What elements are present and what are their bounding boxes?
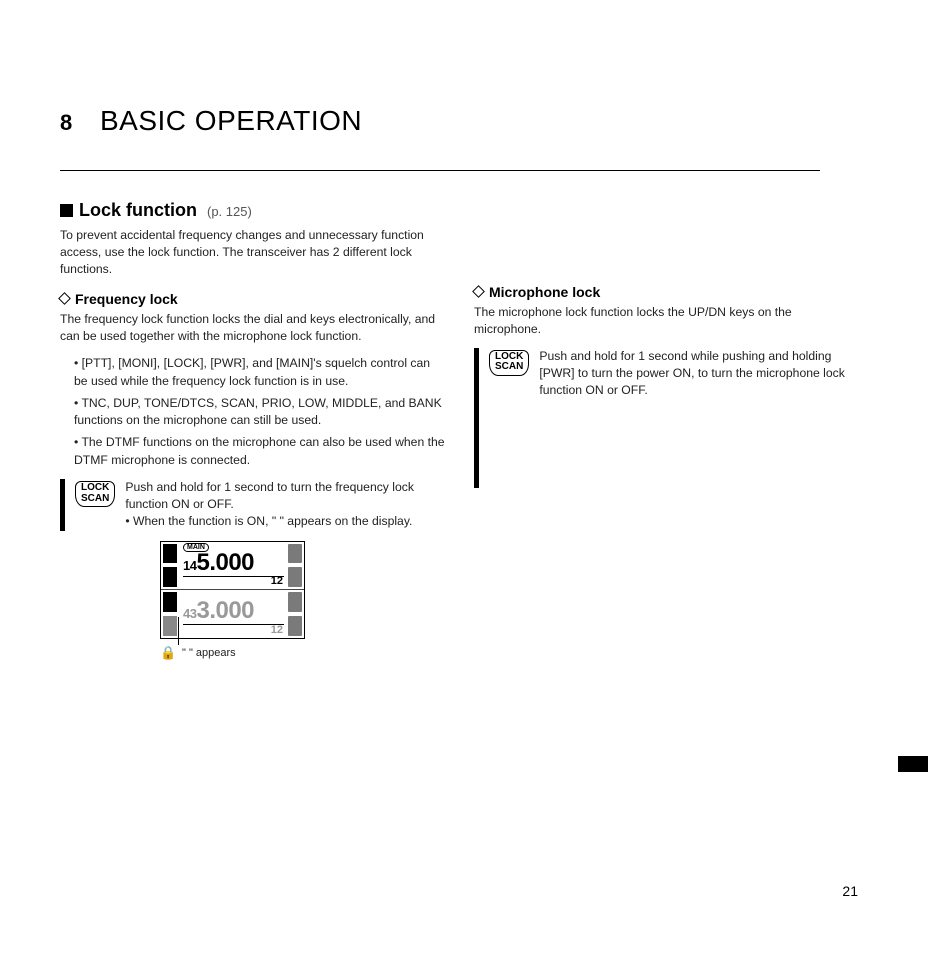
lcd-figure: MAIN 145.000 12 — [160, 541, 305, 661]
key-step-sub: • When the function is ON, " " appears o… — [125, 514, 412, 528]
section-number: 8 — [60, 110, 72, 136]
heading-lock-function: Lock function (p. 125) — [60, 200, 446, 221]
step-vbar — [474, 348, 479, 488]
lcd-top-ch: 12 — [271, 575, 283, 587]
thumb-tab — [898, 756, 928, 772]
h3-text: Microphone lock — [489, 284, 600, 300]
square-bullet-icon — [60, 204, 73, 217]
heading-microphone-lock: Microphone lock — [474, 284, 860, 300]
lcd-top-big: 5.000 — [196, 549, 254, 576]
callout-line — [178, 617, 179, 645]
h2-text: Lock function — [79, 200, 197, 221]
lcd-softkeys-bot — [286, 590, 304, 637]
lock-intro-para: To prevent accidental frequency changes … — [60, 227, 446, 277]
lcd-bot-small: 43 — [183, 606, 196, 621]
mic-lock-body: The microphone lock function locks the U… — [474, 304, 860, 338]
heading-frequency-lock: Frequency lock — [60, 291, 446, 307]
frequency-lock-bullets: [PTT], [MONI], [LOCK], [PWR], and [MAIN]… — [60, 355, 446, 469]
key-column: LOCK SCAN — [75, 479, 115, 507]
lcd-row-bot: 433.000 12 — [161, 590, 304, 637]
lcd-left-indicators-top — [161, 542, 179, 589]
lock-callout: 🔒 " " appears — [160, 645, 305, 661]
step-vbar — [60, 479, 65, 530]
key-step-sub-text: When the function is ON, " " appears on … — [133, 514, 412, 528]
lcd-softkeys-top — [286, 542, 304, 589]
lcd-top-digits: 145.000 — [183, 551, 284, 577]
lcd-left-indicators-bot — [161, 590, 179, 637]
h2-pageref: (p. 125) — [207, 204, 252, 219]
bullet-1: [PTT], [MONI], [LOCK], [PWR], and [MAIN]… — [60, 355, 446, 390]
lcd-main-freq: MAIN 145.000 12 — [179, 542, 286, 589]
lcd-sub-freq: 433.000 12 — [179, 590, 286, 637]
key-step-text: Push and hold for 1 second to turn the f… — [125, 479, 446, 530]
h3-text: Frequency lock — [75, 291, 178, 307]
left-column: Lock function (p. 125) To prevent accide… — [60, 200, 446, 661]
lcd-divider — [161, 589, 304, 590]
bullet-3: The DTMF functions on the microphone can… — [60, 434, 446, 469]
page-number: 21 — [842, 883, 858, 899]
lock-icon: 🔒 — [160, 645, 176, 661]
key-step-main: Push and hold for 1 second while pushing… — [539, 349, 845, 397]
lcd-row-top: MAIN 145.000 12 — [161, 542, 304, 589]
lcd-bot-ch: 12 — [271, 624, 283, 636]
lcd-bot-big: 3.000 — [196, 597, 254, 624]
title-rule — [60, 170, 820, 171]
lcd-top-small: 14 — [183, 558, 196, 573]
frequency-lock-body: The frequency lock function locks the di… — [60, 311, 446, 345]
chapter-title: BASIC OPERATION — [100, 105, 362, 137]
page: 8 BASIC OPERATION Lock function (p. 125)… — [0, 0, 928, 954]
mic-lock-key-step: LOCK SCAN Push and hold for 1 second whi… — [474, 348, 860, 488]
diamond-bullet-icon — [58, 293, 71, 306]
lock-scan-key-icon: LOCK SCAN — [75, 481, 115, 507]
lock-scan-key-icon: LOCK SCAN — [489, 350, 529, 376]
two-columns: Lock function (p. 125) To prevent accide… — [60, 200, 860, 661]
lock-caption: " " appears — [182, 647, 236, 659]
bullet-2: TNC, DUP, TONE/DTCS, SCAN, PRIO, LOW, MI… — [60, 395, 446, 430]
key-column: LOCK SCAN — [489, 348, 529, 376]
key-step-text: Push and hold for 1 second while pushing… — [539, 348, 860, 399]
key-step-main: Push and hold for 1 second to turn the f… — [125, 480, 414, 511]
right-column: Microphone lock The microphone lock func… — [474, 200, 860, 661]
diamond-bullet-icon — [472, 285, 485, 298]
freq-lock-key-step: LOCK SCAN Push and hold for 1 second to … — [60, 479, 446, 530]
lcd-screen: MAIN 145.000 12 — [160, 541, 305, 639]
lcd-bot-digits: 433.000 — [183, 599, 284, 625]
